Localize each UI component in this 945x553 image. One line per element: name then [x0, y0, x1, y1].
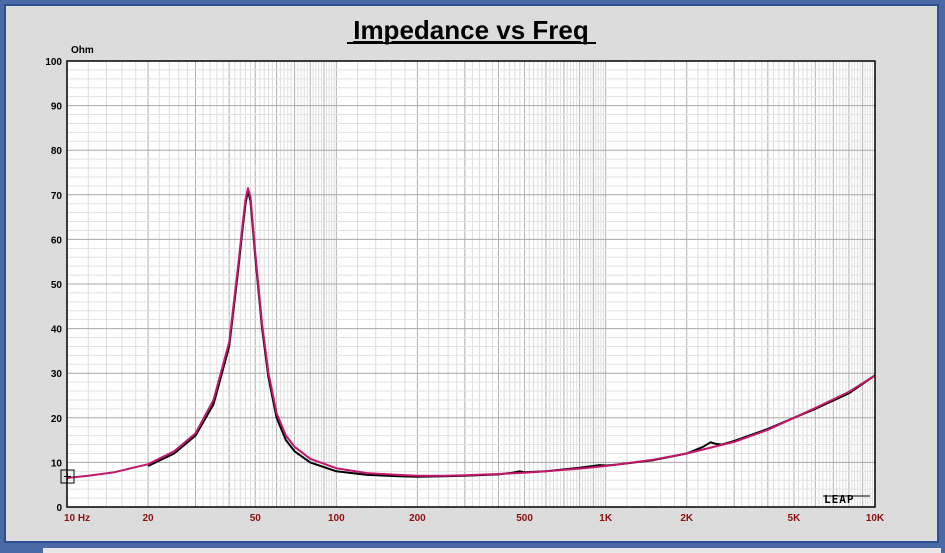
leap-logo: LEAP — [823, 493, 870, 506]
window-bottom-border — [0, 545, 945, 553]
y-axis-unit: Ohm — [71, 45, 94, 56]
cursor-crosshair-icon[interactable] — [60, 469, 75, 484]
x-tick-label: 500 — [516, 513, 533, 524]
x-tick-label: 5K — [788, 513, 802, 524]
grid — [67, 61, 875, 507]
y-tick-label: 100 — [45, 57, 62, 68]
x-tick-label: 2K — [680, 513, 694, 524]
y-tick-label: 0 — [56, 503, 62, 514]
series-layer — [66, 187, 876, 479]
x-tick-label: 200 — [409, 513, 426, 524]
y-tick-label: 70 — [51, 191, 63, 202]
x-tick-label: 10K — [866, 513, 885, 524]
y-tick-label: 20 — [51, 414, 63, 425]
y-tick-labels: 0 10 20 30 40 50 60 70 80 90 100 — [45, 57, 62, 514]
y-tick-label: 80 — [51, 146, 63, 157]
y-tick-label: 10 — [51, 458, 63, 469]
x-tick-label: 50 — [250, 513, 262, 524]
svg-text:LEAP: LEAP — [824, 493, 855, 506]
plot-frame — [66, 60, 876, 508]
y-tick-label: 90 — [51, 102, 63, 113]
series-line-model — [66, 187, 876, 479]
x-tick-label: 100 — [328, 513, 345, 524]
x-tick-label: 20 — [143, 513, 155, 524]
y-tick-label: 60 — [51, 235, 63, 246]
chart-title: Impedance vs Freq — [353, 15, 589, 45]
x-tick-label: 10 Hz — [64, 513, 90, 524]
y-tick-label: 40 — [51, 325, 63, 336]
y-tick-label: 50 — [51, 280, 63, 291]
y-tick-label: 30 — [51, 369, 63, 380]
x-tick-label: 1K — [599, 513, 613, 524]
x-tick-labels: 10 Hz 20 50 100 200 500 1K 2K 5K 10K — [64, 513, 885, 524]
